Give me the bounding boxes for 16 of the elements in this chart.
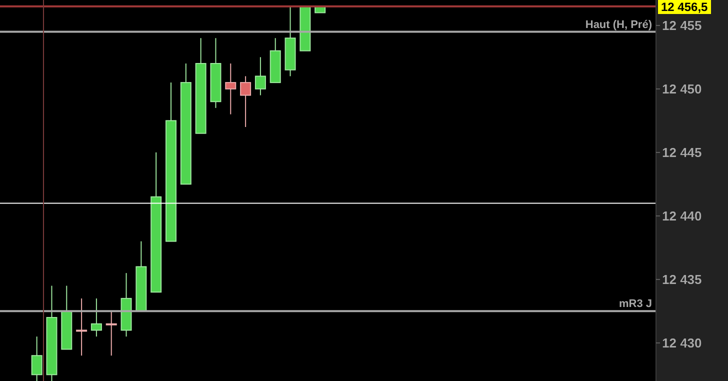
y-tick-label: 12 445 (662, 145, 702, 160)
ref-line-label: mR3 J (618, 298, 652, 310)
candlestick (76, 298, 88, 356)
ref-line-label: Haut (H, Pré) (585, 18, 652, 31)
y-tick-label: 12 450 (662, 82, 702, 97)
candlestick (240, 76, 252, 128)
y-tick-label: 12 430 (662, 336, 702, 351)
candlestick (225, 63, 236, 115)
candlestick (90, 298, 102, 338)
y-tick-label: 12 435 (662, 272, 702, 288)
text: 12 456,5 (658, 0, 711, 14)
y-tick-label: 12 440 (662, 208, 702, 224)
candlestick (254, 56, 266, 96)
candlestick (31, 336, 42, 381)
candlestick (106, 310, 117, 356)
y-tick-label: 12 455 (662, 18, 702, 34)
